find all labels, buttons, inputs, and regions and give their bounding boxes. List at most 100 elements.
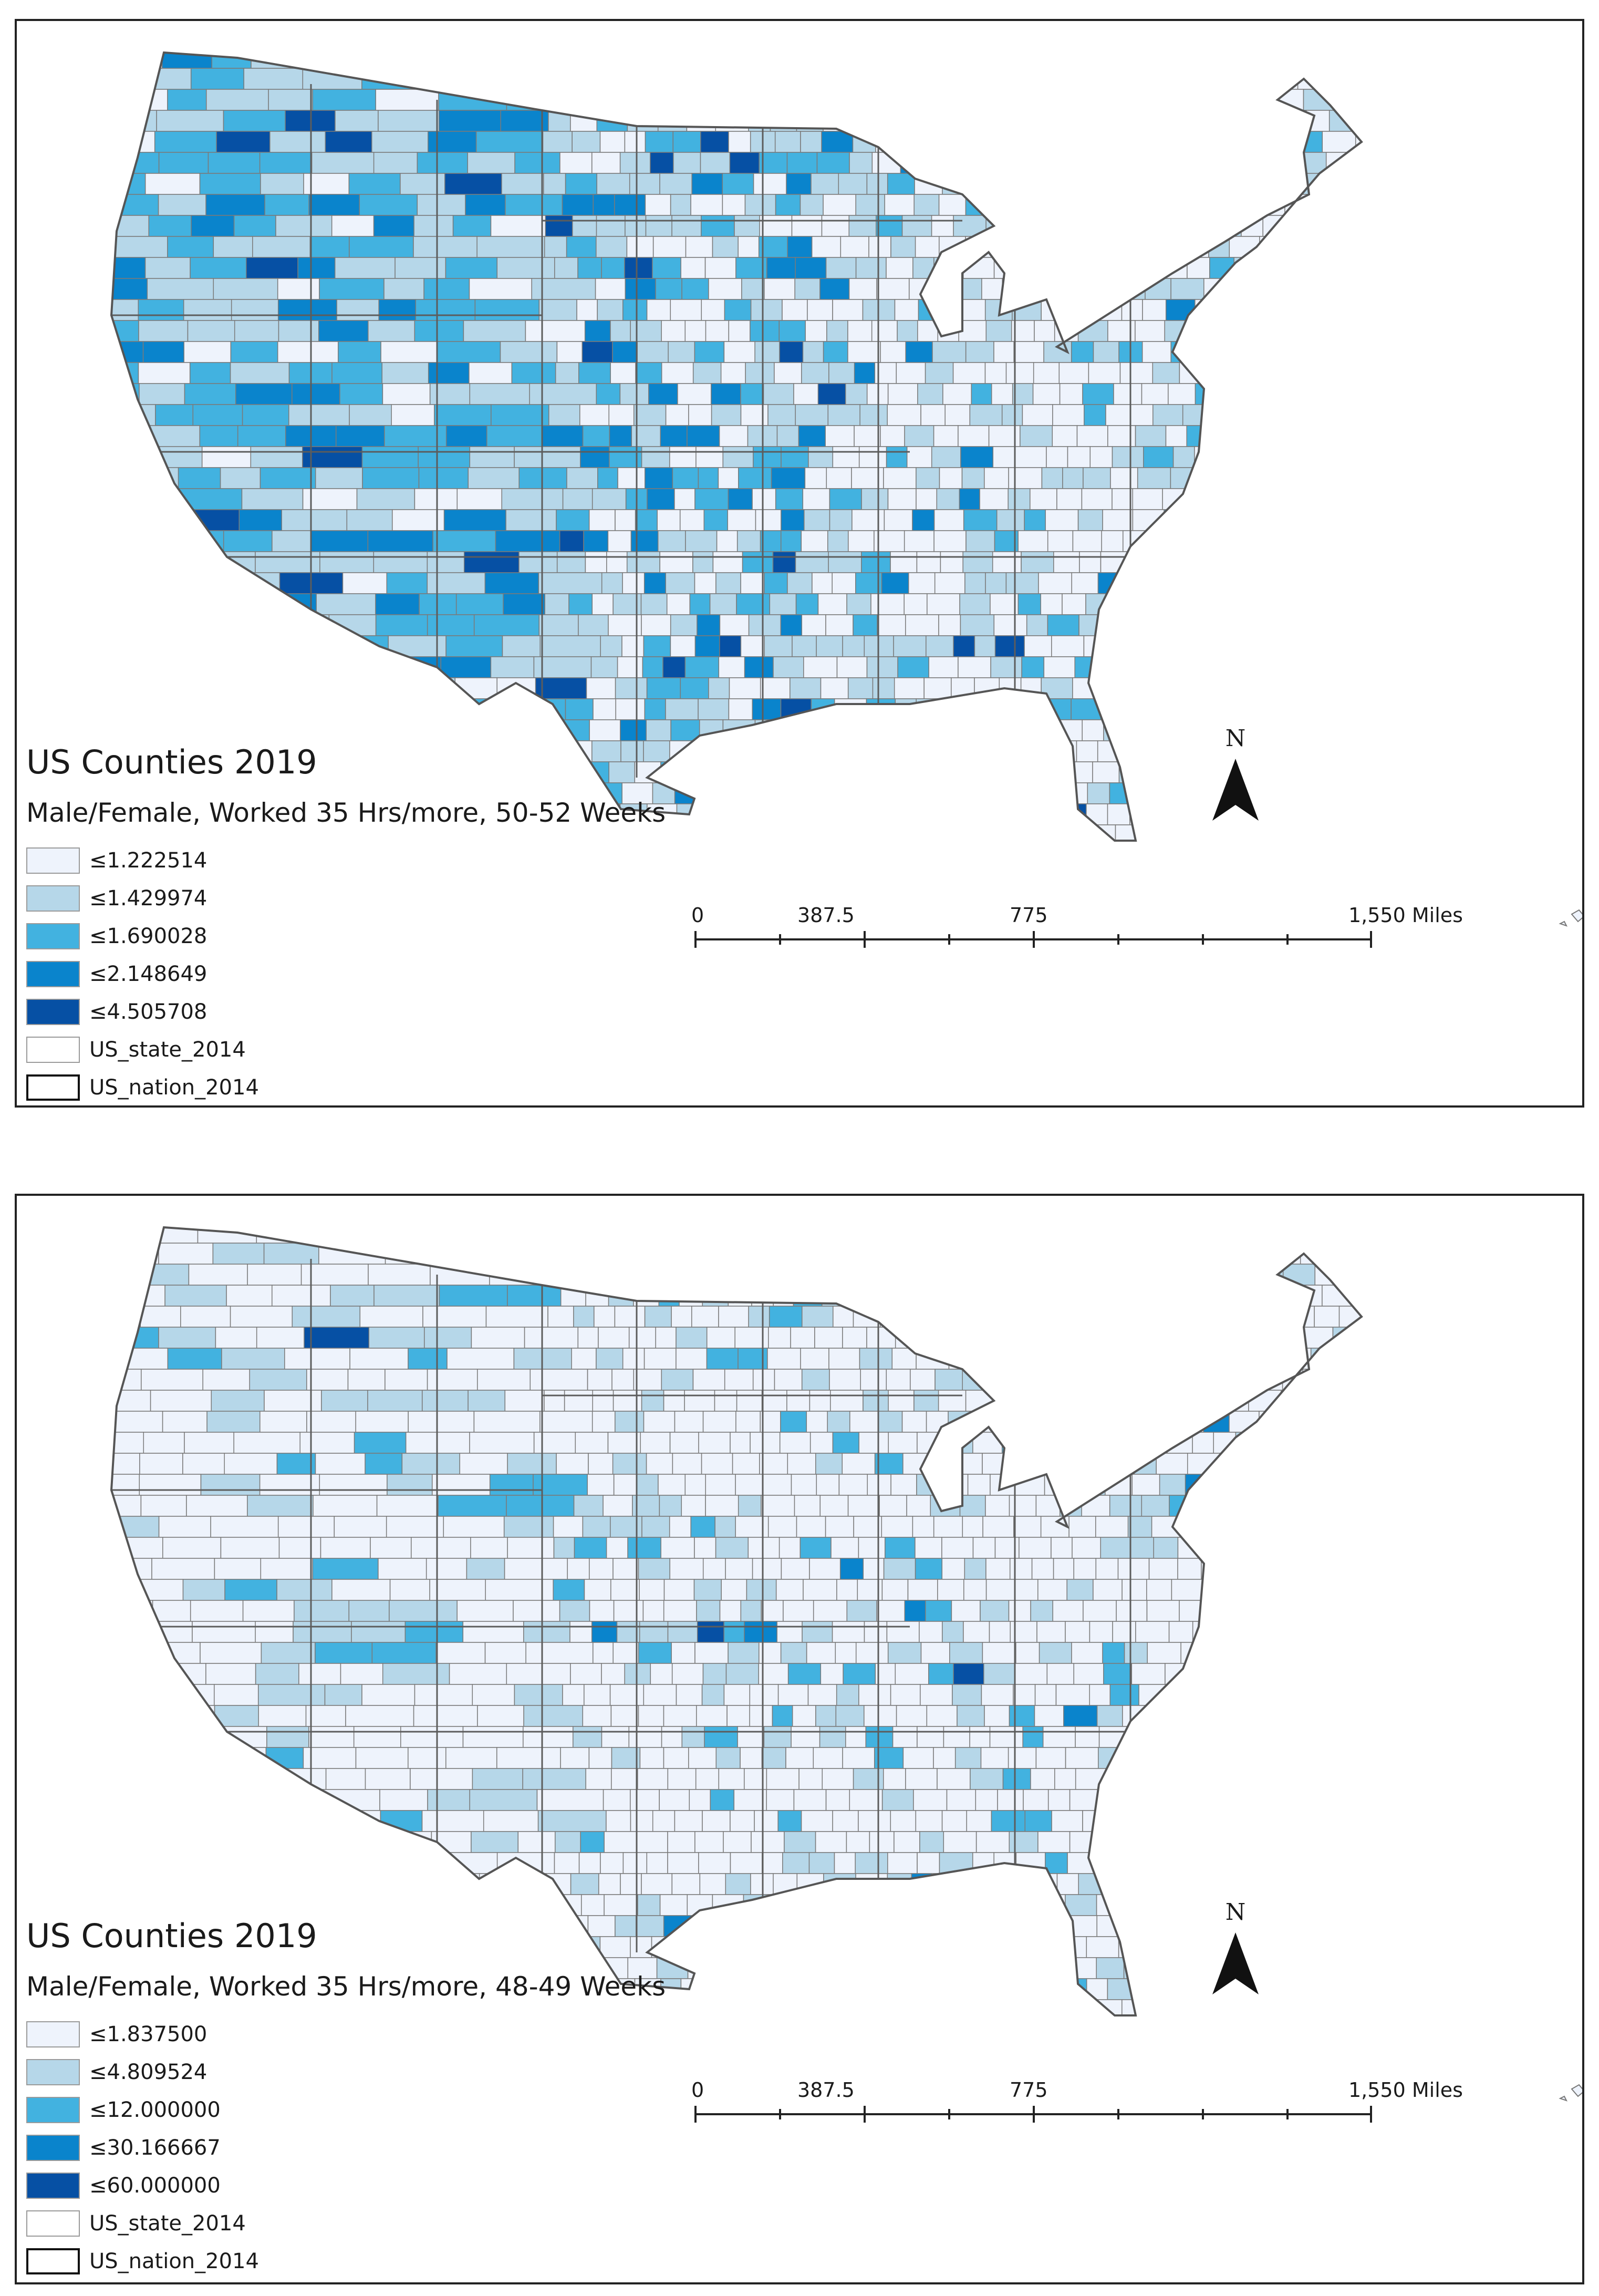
county-cell (1104, 236, 1126, 258)
county-cell (1369, 1979, 1396, 2000)
county-cell (980, 1999, 1010, 2015)
county-cell (1233, 53, 1261, 69)
county-cell (276, 1579, 333, 1601)
county-cell (246, 257, 298, 279)
county-cell (143, 1432, 185, 1454)
county-cell (933, 1516, 963, 1538)
legend-swatch (26, 2248, 80, 2274)
county-cell (1357, 593, 1362, 615)
county-cell (643, 1684, 677, 1706)
county-cell (562, 1684, 585, 1706)
county-cell (429, 1873, 480, 1895)
county-cell (192, 404, 243, 426)
county-cell (417, 152, 468, 174)
county-cell (555, 1831, 581, 1853)
county-cell (463, 320, 526, 342)
county-cell (678, 68, 703, 90)
county-cell (630, 68, 656, 90)
county-cell (111, 446, 160, 468)
county-cell (1296, 1894, 1318, 1916)
county-cell (1047, 89, 1070, 111)
county-cell (1158, 236, 1188, 258)
county-cell (1065, 1894, 1097, 1916)
county-cell (1233, 1558, 1264, 1580)
county-cell (1184, 1873, 1207, 1895)
county-cell (657, 89, 690, 111)
county-cell (214, 1684, 259, 1706)
county-cell (699, 719, 724, 741)
county-cell (384, 425, 447, 447)
county-cell (636, 89, 659, 111)
county-cell (111, 530, 158, 552)
county-cell (905, 614, 939, 636)
county-cell (935, 1369, 963, 1391)
county-cell (1044, 1915, 1068, 1937)
county-cell (880, 425, 905, 447)
county-cell (1184, 68, 1216, 90)
county-cell (982, 1936, 1009, 1958)
county-cell (589, 1600, 615, 1622)
county-cell (292, 383, 340, 405)
county-cell (553, 1537, 575, 1559)
county-cell (776, 425, 800, 447)
county-cell (846, 593, 871, 615)
county-cell (111, 89, 168, 111)
county-cell (1110, 1369, 1141, 1391)
county-cell (730, 1852, 763, 1874)
county-cell (748, 614, 782, 636)
county-cell (773, 803, 804, 825)
county-cell (838, 1957, 872, 1979)
county-cell (1072, 110, 1102, 132)
county-cell (1195, 509, 1217, 531)
county-cell (794, 278, 821, 300)
legend-swatch (26, 2021, 80, 2047)
county-cell (591, 593, 614, 615)
county-cell (1009, 1831, 1039, 1853)
county-cell (1103, 1810, 1129, 1832)
county-cell (627, 1537, 661, 1559)
county-cell (277, 1516, 335, 1538)
county-cell (597, 467, 618, 489)
county-cell (1023, 846, 1052, 867)
county-cell (895, 1327, 922, 1349)
legend-label: US_nation_2014 (89, 2249, 259, 2273)
county-cell (985, 320, 1012, 342)
county-cell (617, 467, 646, 489)
county-cell (1333, 677, 1358, 699)
county-cell (752, 488, 776, 510)
county-cell (138, 299, 184, 321)
county-cell (923, 677, 952, 699)
county-cell (1007, 110, 1029, 132)
county-cell (1301, 677, 1335, 699)
county-cell (1346, 1642, 1362, 1664)
county-cell (200, 1474, 261, 1496)
county-cell (1156, 1873, 1186, 1895)
county-cell (1351, 215, 1362, 237)
county-cell (1157, 593, 1188, 615)
county-cell (1275, 1495, 1310, 1517)
legend-label: US_state_2014 (89, 2211, 246, 2236)
county-cell (1285, 1642, 1315, 1664)
county-cell (186, 1495, 248, 1517)
county-cell (440, 656, 492, 678)
county-cell (929, 1243, 952, 1265)
county-cell (590, 656, 618, 678)
county-cell (962, 551, 993, 573)
county-cell (885, 803, 913, 825)
county-cell (944, 824, 971, 841)
county-cell (427, 1369, 478, 1391)
county-cell (264, 1390, 322, 1412)
county-cell (1127, 1726, 1156, 1748)
county-cell (1270, 1453, 1304, 1475)
county-cell (670, 299, 702, 321)
county-cell (1267, 320, 1295, 342)
county-cell (1031, 1936, 1064, 1958)
county-cell (942, 1621, 964, 1643)
county-cell (937, 1768, 971, 1790)
county-cell (1088, 362, 1121, 384)
county-cell (1141, 782, 1167, 804)
county-cell (299, 1432, 355, 1454)
county-cell (985, 1915, 1014, 1937)
county-cell (1094, 89, 1123, 111)
county-cell (816, 635, 843, 657)
